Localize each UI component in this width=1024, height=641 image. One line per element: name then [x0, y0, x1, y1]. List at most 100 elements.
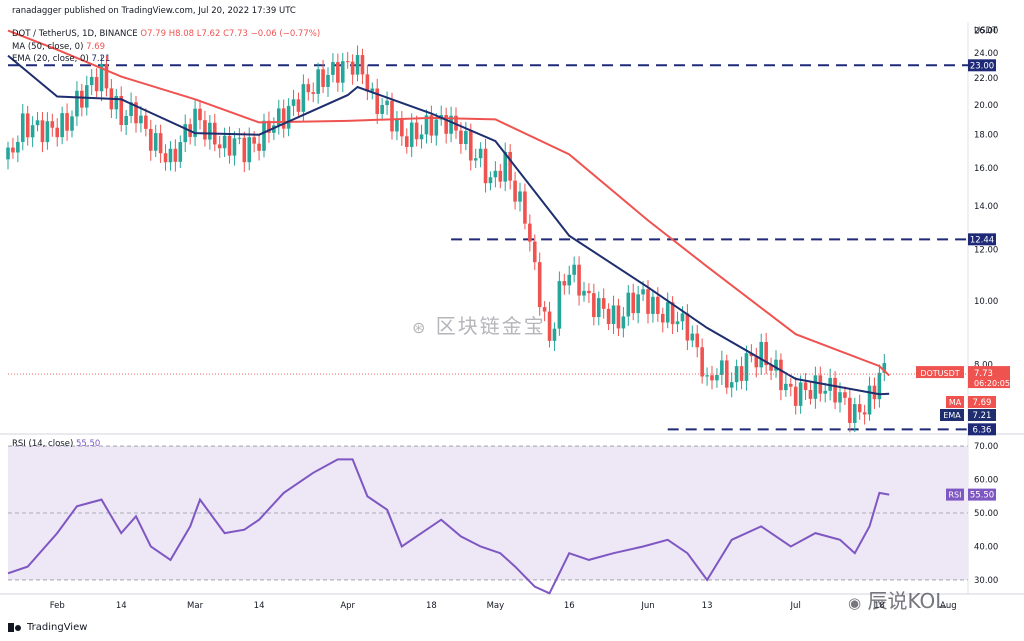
time-tick-label: Aug — [940, 601, 957, 611]
candle-body — [690, 333, 695, 341]
ema-value-bg — [968, 409, 996, 421]
candle-body — [675, 321, 680, 325]
candle-body — [710, 375, 714, 381]
candle-body — [577, 264, 581, 296]
tradingview-footer[interactable]: TradingView — [8, 622, 87, 633]
candle-body — [503, 151, 508, 182]
candle-body — [685, 313, 690, 341]
level-label: 6.36 — [973, 425, 992, 435]
candle-body — [276, 108, 281, 126]
candle-body — [468, 131, 473, 161]
candle-body — [488, 177, 493, 184]
ma-tag-bg — [946, 396, 964, 408]
candle-body — [291, 99, 296, 106]
candle-body — [104, 63, 109, 89]
candle-body — [119, 95, 124, 125]
candle-body — [75, 90, 79, 117]
candle-body — [25, 113, 30, 138]
candle-body — [601, 298, 606, 309]
corner-watermark: ◉ 辰说KOL — [848, 585, 946, 614]
candle-body — [336, 62, 340, 83]
candle-body — [739, 366, 744, 381]
symbol-tag-bg — [916, 366, 964, 379]
candle-body — [449, 115, 453, 134]
rsi-tick-label: 70.00 — [974, 442, 998, 452]
countdown-tag: 06:20:05 — [974, 379, 1010, 388]
candle-body — [700, 347, 704, 377]
candle-body — [754, 356, 759, 368]
candle-body — [40, 120, 45, 143]
candle-body — [478, 148, 483, 159]
level-label: 23.00 — [970, 61, 994, 71]
candle-body — [345, 61, 350, 63]
candle-body — [808, 390, 813, 399]
candle-body — [444, 115, 448, 134]
candle-body — [375, 88, 380, 114]
candle-body — [848, 397, 852, 423]
candle-body — [473, 158, 478, 161]
time-tick-label: 16 — [564, 601, 575, 611]
ema-line — [7, 54, 890, 396]
candle-body — [183, 124, 188, 143]
candle-body — [547, 311, 552, 341]
candle-body — [557, 281, 562, 329]
candle-body — [764, 342, 768, 366]
ohlc-values: O7.79 H8.08 L7.62 C7.73 −0.06 (−0.77%) — [140, 29, 321, 39]
candle-body — [779, 359, 783, 391]
candle-body — [592, 293, 596, 318]
candle-body — [434, 119, 439, 136]
time-tick-label: Apr — [340, 601, 355, 611]
candle-body — [572, 264, 576, 275]
candle-body — [715, 374, 719, 381]
ma-line — [7, 29, 890, 377]
ma-value-tag: 7.69 — [973, 398, 992, 408]
candle-body — [370, 88, 375, 92]
candle-body — [163, 153, 168, 163]
time-tick-label: 18 — [426, 601, 437, 611]
candle-body — [774, 359, 778, 371]
price-tick-label: 26.00 — [974, 27, 998, 37]
price-tick-label: 14.00 — [974, 202, 998, 212]
candle-body — [35, 120, 40, 126]
candle-body — [198, 108, 202, 121]
candle-body — [528, 223, 532, 242]
level-label-bg — [968, 233, 996, 246]
candle-body — [242, 137, 247, 163]
candle-body — [390, 100, 394, 132]
candle-body — [724, 360, 729, 388]
candle-body — [45, 121, 50, 143]
candle-body — [621, 316, 626, 329]
candle-body — [788, 383, 793, 387]
candle-body — [148, 128, 153, 151]
candle-body — [55, 127, 60, 138]
time-tick-label: Jul — [790, 601, 801, 611]
candle-body — [695, 333, 700, 348]
ema-legend: EMA (20, close, 0) 7.21 — [12, 54, 110, 64]
candle-body — [84, 85, 89, 108]
ema-tag-bg — [940, 409, 964, 421]
time-tick-label: 18 — [874, 601, 885, 611]
candle-body — [99, 63, 104, 92]
candle-body — [365, 74, 370, 92]
candle-body — [616, 305, 621, 329]
rsi-tag: RSI — [949, 491, 962, 500]
candle-body — [759, 342, 764, 368]
candles — [6, 45, 887, 433]
candle-body — [114, 95, 119, 110]
level-label-bg — [968, 59, 996, 72]
candle-body — [331, 62, 335, 75]
rsi-tag-bg — [946, 488, 964, 501]
rsi-tick-label: 40.00 — [974, 542, 998, 552]
candle-body — [877, 372, 882, 400]
candle-body — [257, 143, 261, 151]
candle-body — [626, 292, 631, 317]
candle-body — [281, 108, 286, 129]
candle-body — [705, 375, 709, 377]
candle-body — [508, 151, 512, 181]
rsi-line — [7, 458, 890, 595]
candle-body — [6, 147, 10, 160]
candle-body — [193, 108, 197, 137]
candle-body — [203, 120, 207, 140]
candle-body — [867, 385, 872, 415]
